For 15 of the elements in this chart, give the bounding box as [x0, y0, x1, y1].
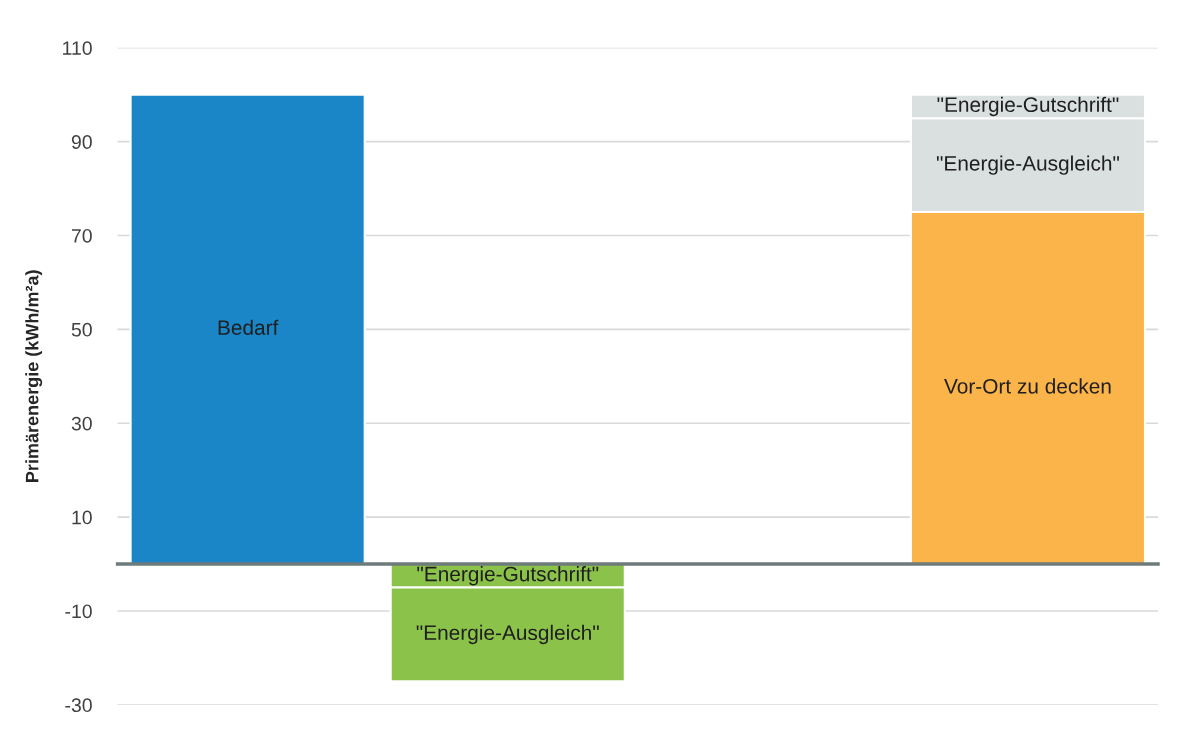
series-label: "Energie-Ausgleich" [416, 624, 599, 645]
series-label: "Energie-Gutschrift" [937, 96, 1119, 117]
series-label: Bedarf [218, 319, 279, 335]
series-label: "Energie-Gutschrift" [417, 566, 599, 586]
y-tick-label: 50 [71, 322, 92, 337]
y-tick-label: 10 [72, 510, 92, 525]
series-label: "Energie-Ausgleich" [936, 155, 1119, 175]
series-label: Vor-Ort zu decken [944, 378, 1111, 394]
y-tick-label: 110 [63, 41, 92, 56]
y-axis-title: Primärenergie (kWh/m²a) [25, 270, 43, 482]
y-tick-label: 70 [71, 228, 92, 243]
y-tick-label: -30 [65, 698, 92, 713]
y-tick-label: 90 [71, 135, 92, 149]
y-tick-label: -10 [65, 604, 92, 619]
y-tick-label: 30 [71, 416, 92, 431]
